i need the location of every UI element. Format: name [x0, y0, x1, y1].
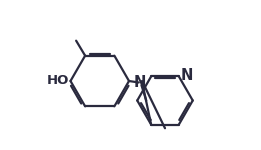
Text: N: N: [134, 75, 146, 90]
Text: HO: HO: [46, 75, 69, 87]
Text: N: N: [181, 68, 193, 83]
